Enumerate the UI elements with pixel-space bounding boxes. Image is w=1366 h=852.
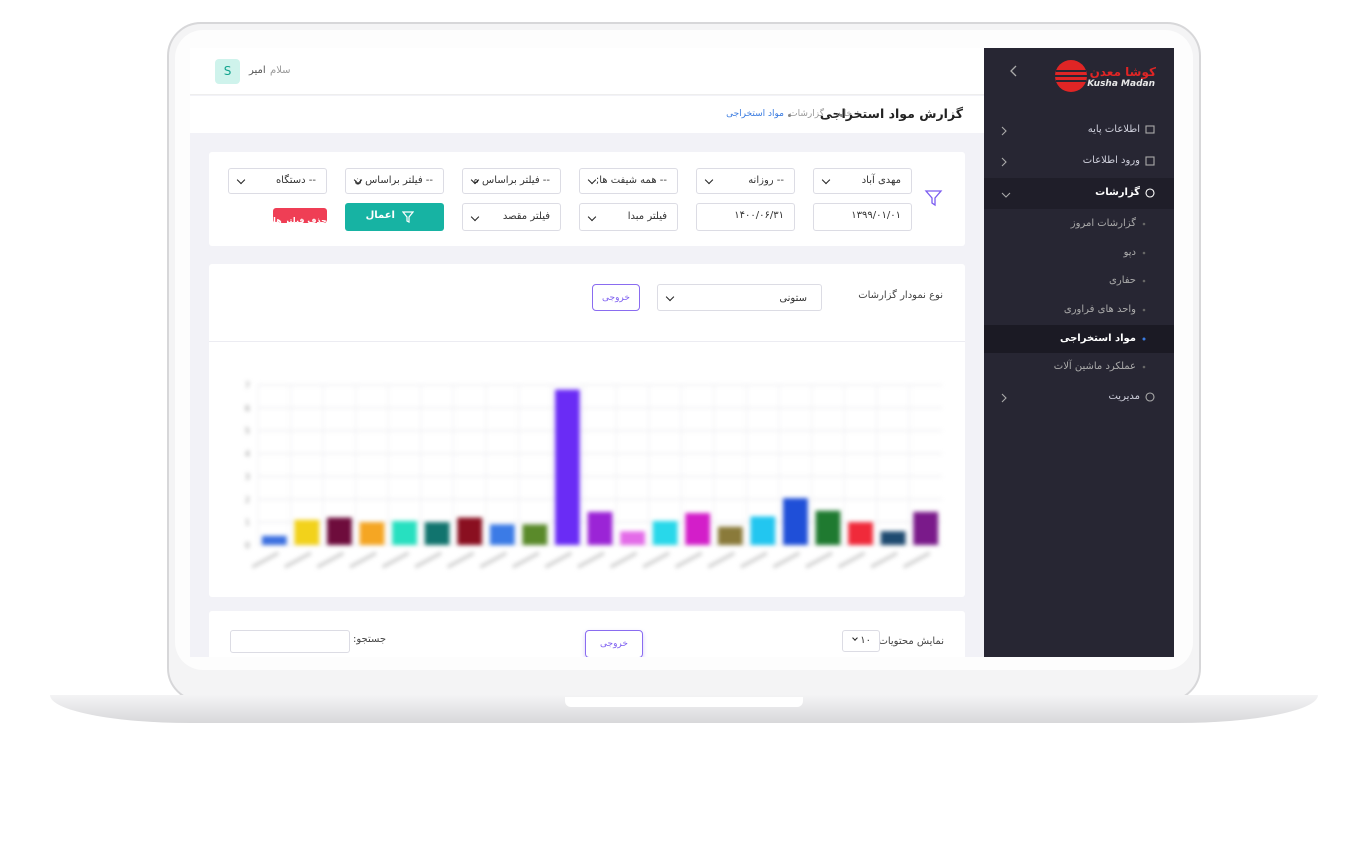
select[interactable]: -- همه شیفت ها; <box>579 168 678 194</box>
breadcrumb-reports[interactable]: گزارشات <box>789 109 824 119</box>
search-input[interactable] <box>230 630 350 653</box>
date-input[interactable]: ۱۳۹۹/۰۱/۰۱ <box>813 203 912 231</box>
submenu-item[interactable]: دپو <box>1123 247 1136 258</box>
laptop-notch <box>565 697 803 707</box>
select-text: -- همه شیفت ها; <box>595 175 667 186</box>
submenu-item[interactable]: عملکرد ماشین آلات <box>1053 361 1136 372</box>
select[interactable]: -- روزانه <box>696 168 795 194</box>
export-label: خروجی <box>602 293 630 303</box>
chart-type-label: نوع نمودار گزارشات <box>858 290 943 301</box>
date-input[interactable]: ۱۴۰۰/۰۶/۳۱ <box>696 203 795 231</box>
clear-button[interactable]: حذف فیلتر ها <box>273 208 327 225</box>
submenu-item[interactable]: واحد های فراوری <box>1063 304 1136 315</box>
export-label: خروجی <box>600 639 628 649</box>
clear-label: حذف فیلتر ها <box>273 216 327 225</box>
menu-active <box>984 178 1174 209</box>
divider <box>209 341 965 342</box>
page-size-label: نمایش محتویات <box>878 636 944 647</box>
select-text: فیلتر مبدا <box>627 211 667 222</box>
select-text: فیلتر مقصد <box>502 211 550 222</box>
apply-label: اعمال <box>365 210 395 221</box>
submenu-item[interactable]: مواد استخراجی <box>1059 333 1136 344</box>
filter-card <box>209 152 965 246</box>
submenu-item[interactable]: حفاری <box>1109 275 1136 286</box>
page-title: گزارش مواد استخراجی <box>819 106 963 121</box>
select[interactable]: مهدی آباد <box>813 168 912 194</box>
sidebar-icons <box>1001 125 1155 403</box>
select[interactable]: -- فیلتر براساس ه <box>462 168 561 194</box>
select-text: -- روزانه <box>748 175 784 186</box>
chart-card <box>209 264 965 597</box>
input-text: ۱۳۹۹/۰۱/۰۱ <box>851 210 901 221</box>
select-text: ستونی <box>779 293 807 304</box>
menu-item[interactable]: گزارشات <box>1095 187 1140 198</box>
select[interactable]: -- فیلتر براساس ن <box>345 168 444 194</box>
search-label: جستجو: <box>353 634 387 645</box>
logo-fa: کوشا معدن <box>1089 65 1156 79</box>
apply-icon <box>402 211 414 223</box>
topbar <box>190 48 984 95</box>
select-text: -- فیلتر براساس ن <box>354 175 433 186</box>
select-text: مهدی آباد <box>861 175 901 186</box>
menu-item[interactable]: ورود اطلاعات <box>1082 155 1140 166</box>
breadcrumb-current: مواد استخراجی <box>726 109 784 119</box>
submenu-active <box>984 325 1174 353</box>
title-bar <box>190 96 984 133</box>
breadcrumb-sep <box>840 114 843 117</box>
breadcrumb-sep <box>788 114 791 117</box>
select[interactable]: -- دستگاه <box>228 168 327 194</box>
menu-item[interactable]: مدیریت <box>1108 391 1140 402</box>
sidebar: کوشا معدن Kusha Madan اطلاعات پایه ورود … <box>984 48 1174 657</box>
submenu-item[interactable]: گزارشات امروز <box>1070 218 1136 229</box>
table-export-button[interactable]: خروجی <box>585 630 643 657</box>
apply-button[interactable]: اعمال <box>345 203 444 231</box>
avatar[interactable]: S <box>215 59 240 84</box>
chart-type-select[interactable]: ستونی <box>657 284 822 311</box>
greeting: سلام <box>270 65 291 76</box>
filter-icon <box>924 190 943 207</box>
screen: S سلام امیر گزارش مواد استخراجی خانه گزا… <box>190 48 984 657</box>
select-text: ۱۰ <box>860 635 871 646</box>
user-name: امیر <box>249 65 266 76</box>
export-button[interactable]: خروجی <box>592 284 640 311</box>
select[interactable]: فیلتر مبدا <box>579 203 678 231</box>
input-text: ۱۴۰۰/۰۶/۳۱ <box>734 210 784 221</box>
menu-item[interactable]: اطلاعات پایه <box>1087 124 1140 135</box>
logo-en: Kusha Madan <box>1087 79 1155 89</box>
page-size-select[interactable]: ۱۰ <box>842 630 880 652</box>
select-text: -- فیلتر براساس ه <box>473 175 550 186</box>
select-text: -- دستگاه <box>275 175 316 186</box>
logo-icon <box>1055 60 1087 92</box>
select[interactable]: فیلتر مقصد <box>462 203 561 231</box>
collapse-icon[interactable] <box>1009 64 1019 78</box>
breadcrumb-home[interactable]: خانه <box>836 109 852 119</box>
